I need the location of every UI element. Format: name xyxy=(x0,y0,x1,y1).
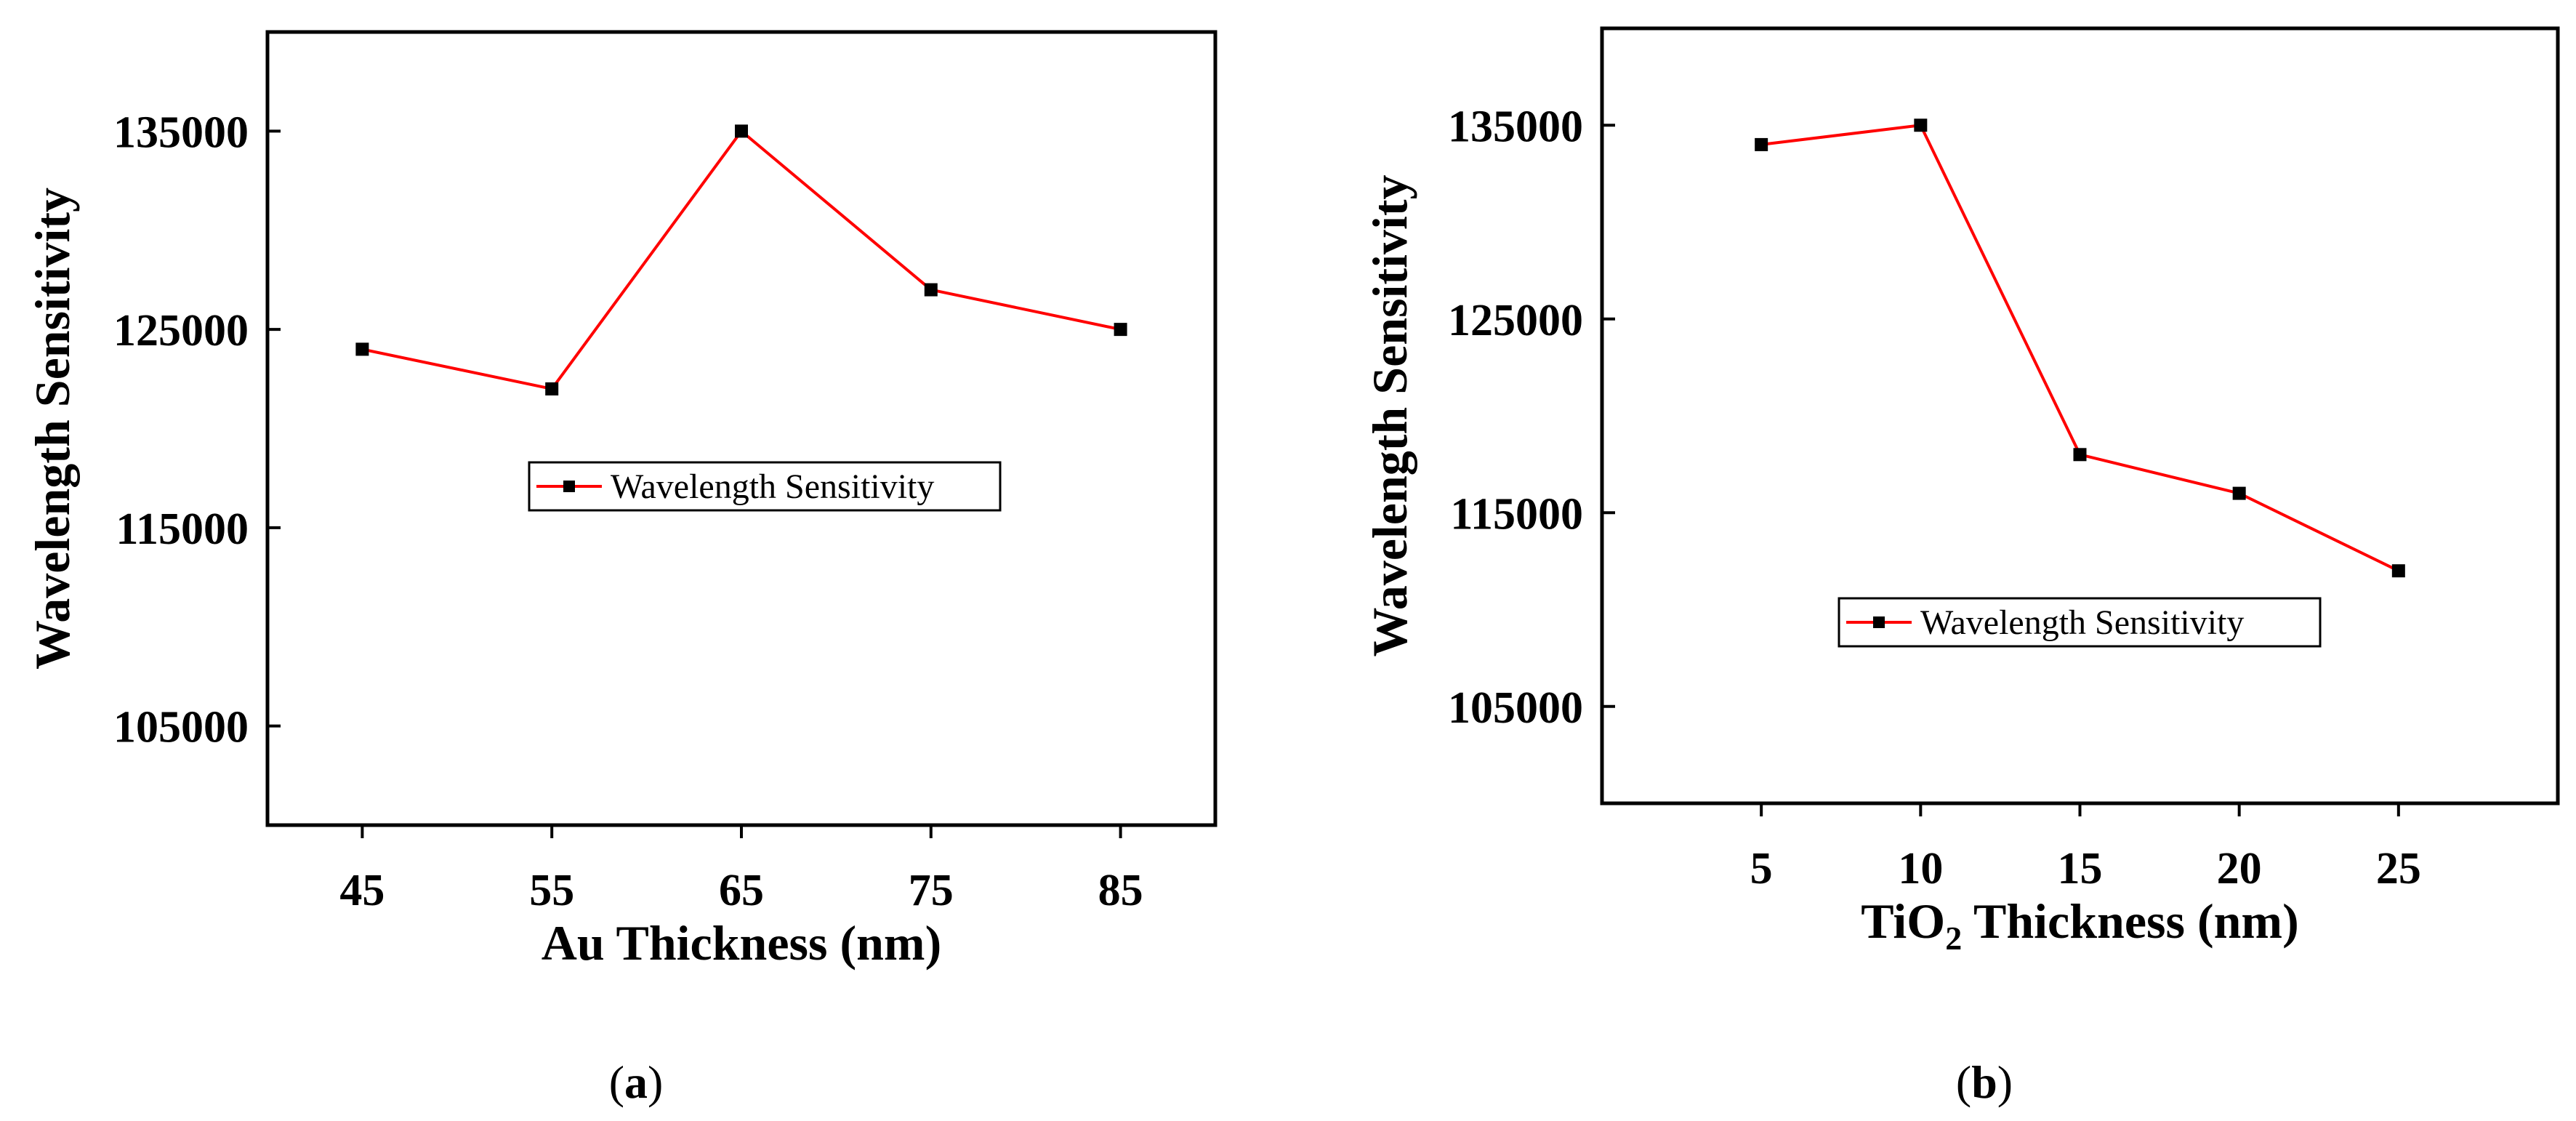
plot-frame xyxy=(265,30,1217,827)
x-tick-label: 75 xyxy=(909,866,954,915)
x-tick-label: 20 xyxy=(2217,844,2262,893)
y-tick-label: 125000 xyxy=(113,306,249,355)
data-point xyxy=(1114,323,1127,337)
data-point xyxy=(545,382,559,395)
y-tick-label: 105000 xyxy=(1448,683,1583,733)
x-tick-label: 55 xyxy=(529,866,574,915)
data-point xyxy=(1755,137,1768,151)
x-axis-label: Au Thickness (nm) xyxy=(542,915,941,971)
plot-frame xyxy=(1600,26,2560,805)
x-tick-label: 45 xyxy=(339,866,385,915)
x-axis-label-subscript: 2 xyxy=(1945,920,1962,957)
legend-box xyxy=(1838,597,2322,648)
series-line xyxy=(1760,124,2399,572)
legend-label: Wavelength Sensitivity xyxy=(611,467,934,506)
x-axis-label-main: TiO xyxy=(1861,893,1945,949)
panel-a-caption: (a) xyxy=(609,1056,664,1108)
x-tick-label: 10 xyxy=(1898,844,1943,893)
x-tick-label: 5 xyxy=(1750,844,1773,893)
chart-panel-a: 105000 115000 125000 135000 45 55 65 75 85 Wavele… xyxy=(25,30,1217,971)
x-tick-label: 85 xyxy=(1098,866,1143,915)
x-axis-label-rest: Thickness (nm) xyxy=(1962,893,2299,949)
series-line xyxy=(361,129,1122,391)
data-point xyxy=(2391,564,2405,578)
panel-b-caption: (b) xyxy=(1956,1056,2013,1108)
chart-panel-b: 105000 115000 125000 135000 5 10 15 20 25 Wavelen… xyxy=(1362,26,2560,957)
y-tick-label: 115000 xyxy=(116,505,249,554)
data-point xyxy=(2232,486,2246,500)
x-tick-label: 25 xyxy=(2376,844,2421,893)
data-point xyxy=(924,283,938,297)
legend-marker-swatch xyxy=(563,481,575,492)
data-point xyxy=(1914,118,1928,132)
x-tick-label: 65 xyxy=(719,866,764,915)
y-tick-label: 135000 xyxy=(113,108,249,157)
legend-box xyxy=(528,461,1002,512)
legend-label: Wavelength Sensitivity xyxy=(1920,603,2244,642)
legend-marker-swatch xyxy=(1873,616,1885,628)
y-tick-label: 115000 xyxy=(1450,489,1583,539)
y-tick-label: 125000 xyxy=(1448,296,1583,345)
y-tick-label: 135000 xyxy=(1448,102,1583,151)
y-axis-label: Wavelength Sensitivity xyxy=(25,188,80,670)
y-tick-label: 105000 xyxy=(113,703,249,752)
data-point xyxy=(355,342,369,356)
data-point xyxy=(735,124,748,138)
data-point xyxy=(2073,448,2087,462)
x-axis-label: TiO2 Thickness (nm) xyxy=(1861,893,2298,957)
x-tick-label: 15 xyxy=(2058,844,2103,893)
y-axis-label: Wavelength Sensitivity xyxy=(1362,174,1417,656)
